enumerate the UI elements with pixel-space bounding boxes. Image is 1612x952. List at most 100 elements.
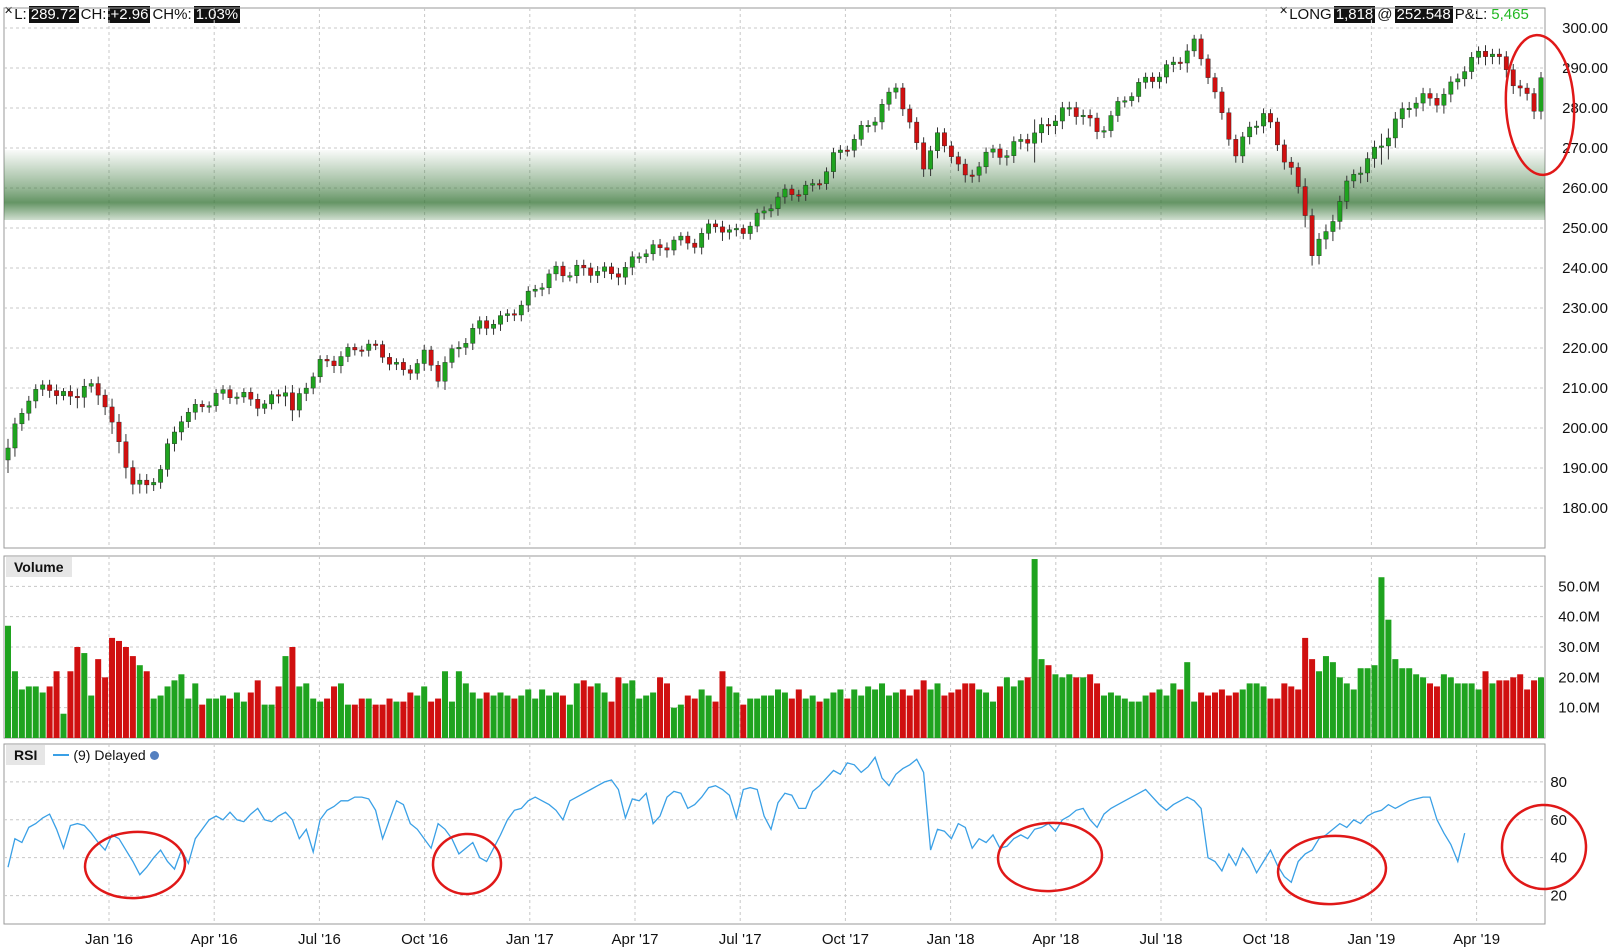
- candle-up: [1337, 201, 1343, 222]
- candle-up: [671, 239, 677, 251]
- volume-bar: [483, 692, 490, 738]
- volume-bar: [1121, 698, 1128, 738]
- candle-down: [255, 398, 261, 409]
- volume-bar: [282, 656, 289, 738]
- candle-up: [1413, 102, 1419, 109]
- volume-bar: [1267, 698, 1274, 738]
- candle-down: [955, 156, 961, 165]
- volume-bar: [1531, 680, 1538, 738]
- volume-bar: [1524, 689, 1531, 738]
- candle-down: [511, 313, 517, 316]
- volume-bar: [892, 692, 899, 738]
- candle-down: [102, 394, 108, 408]
- candle-up: [172, 431, 177, 444]
- candle-up: [886, 91, 892, 105]
- volume-bar: [448, 701, 455, 738]
- volume-bar: [1350, 689, 1357, 738]
- candle-down: [290, 392, 295, 411]
- candle-down: [914, 121, 920, 143]
- volume-bar: [102, 677, 109, 738]
- rsi-line: [7, 755, 1466, 884]
- price-tick-label: 300.00: [1562, 20, 1608, 37]
- candle-up: [976, 166, 982, 176]
- volume-bar: [88, 695, 95, 738]
- volume-bar: [331, 686, 338, 738]
- volume-bar: [1329, 662, 1336, 738]
- candle-up: [1476, 51, 1481, 58]
- price-tick-label: 190.00: [1562, 460, 1608, 477]
- settings-icon[interactable]: [149, 750, 159, 760]
- candle-up: [1053, 120, 1058, 126]
- volume-bar: [358, 698, 365, 738]
- volume-bar: [768, 695, 775, 738]
- close-icon[interactable]: ✕: [4, 5, 14, 17]
- candle-up: [865, 125, 871, 127]
- volume-bar: [1010, 686, 1017, 738]
- volume-bar: [109, 637, 116, 738]
- volume-bar: [1538, 677, 1544, 738]
- candle-up: [1191, 38, 1197, 52]
- volume-bar: [275, 686, 282, 738]
- candle-up: [33, 389, 39, 402]
- candle-down: [1275, 121, 1280, 146]
- x-tick-label: Apr '18: [1032, 931, 1079, 948]
- volume-bar: [622, 683, 629, 738]
- candle-up: [1420, 93, 1426, 104]
- candle-up: [532, 288, 538, 292]
- candle-down: [359, 349, 365, 352]
- price-tick-label: 230.00: [1562, 300, 1608, 317]
- candle-up: [983, 151, 989, 168]
- candle-up: [1122, 100, 1128, 103]
- volume-bar: [601, 692, 608, 738]
- volume-bar: [1406, 668, 1413, 738]
- volume-bar: [1094, 683, 1101, 738]
- volume-bar: [1198, 692, 1205, 738]
- volume-bar: [150, 698, 157, 738]
- candle-up: [733, 228, 739, 231]
- price-tick-label: 210.00: [1562, 380, 1608, 397]
- candle-up: [88, 383, 94, 387]
- candle-down: [692, 242, 698, 248]
- annotation-circle: [1276, 834, 1388, 906]
- volume-bar: [414, 695, 421, 738]
- candle-up: [241, 392, 247, 398]
- candle-up: [1164, 64, 1169, 78]
- support-zone: [4, 150, 1545, 220]
- volume-tick-label: 10.0M: [1558, 700, 1600, 717]
- candle-up: [165, 443, 170, 470]
- volume-bar: [407, 692, 414, 738]
- candle-down: [144, 479, 150, 486]
- volume-bar: [615, 677, 622, 738]
- volume-bar: [462, 683, 469, 738]
- close-position-icon[interactable]: ✕: [1279, 5, 1289, 17]
- volume-bar: [802, 698, 809, 738]
- candle-up: [574, 264, 580, 276]
- candle-down: [969, 174, 975, 177]
- volume-bar: [1440, 674, 1447, 738]
- quote-header: ✕ L: 289.72 CH: +2.96 CH%: 1.03%: [4, 4, 242, 24]
- volume-bar: [636, 698, 643, 738]
- volume-bar: [955, 689, 962, 738]
- volume-bar: [185, 698, 192, 738]
- annotation-circle: [1504, 33, 1576, 177]
- candle-up: [1129, 96, 1135, 101]
- volume-bar: [324, 698, 331, 738]
- volume-bar: [386, 698, 393, 738]
- candle-down: [560, 265, 566, 277]
- volume-bar: [740, 704, 747, 738]
- candle-up: [1080, 115, 1086, 117]
- candle-up: [1392, 118, 1398, 139]
- volume-bar: [657, 677, 664, 738]
- candle-down: [1177, 61, 1183, 64]
- candle-down: [907, 108, 913, 123]
- candle-down: [1087, 115, 1093, 119]
- candle-up: [5, 447, 11, 461]
- volume-bar: [733, 692, 740, 738]
- volume-bar: [1489, 683, 1496, 738]
- candle-up: [213, 393, 219, 406]
- position-side: LONG: [1289, 5, 1332, 23]
- x-tick-label: Apr '16: [191, 931, 238, 948]
- candle-up: [470, 328, 476, 344]
- volume-bar: [18, 689, 25, 738]
